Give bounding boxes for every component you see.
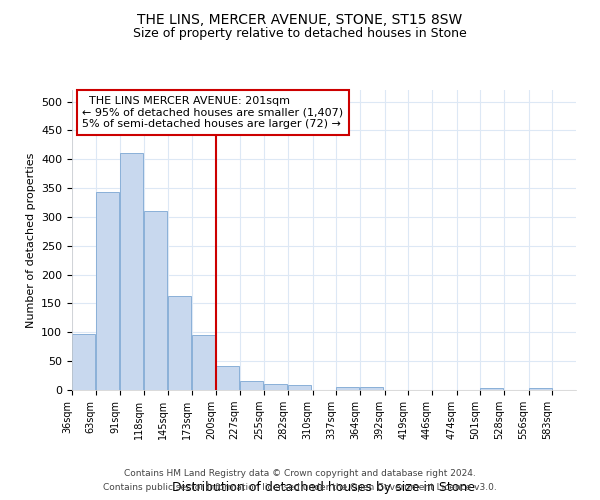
Text: THE LINS, MERCER AVENUE, STONE, ST15 8SW: THE LINS, MERCER AVENUE, STONE, ST15 8SW: [137, 12, 463, 26]
Bar: [168, 296, 191, 390]
Bar: [336, 387, 359, 390]
Text: Contains HM Land Registry data © Crown copyright and database right 2024.: Contains HM Land Registry data © Crown c…: [124, 468, 476, 477]
Bar: [96, 192, 119, 390]
Bar: [216, 366, 239, 390]
Text: Contains public sector information licensed under the Open Government Licence v3: Contains public sector information licen…: [103, 484, 497, 492]
X-axis label: Distribution of detached houses by size in Stone: Distribution of detached houses by size …: [173, 481, 476, 494]
Bar: [240, 381, 263, 390]
Bar: [360, 386, 383, 390]
Bar: [72, 334, 95, 390]
Bar: [264, 384, 287, 390]
Y-axis label: Number of detached properties: Number of detached properties: [26, 152, 35, 328]
Bar: [529, 388, 551, 390]
Bar: [288, 386, 311, 390]
Text: THE LINS MERCER AVENUE: 201sqm  
← 95% of detached houses are smaller (1,407)
5%: THE LINS MERCER AVENUE: 201sqm ← 95% of …: [82, 96, 343, 129]
Bar: [120, 153, 143, 390]
Text: Size of property relative to detached houses in Stone: Size of property relative to detached ho…: [133, 28, 467, 40]
Bar: [192, 335, 215, 390]
Bar: [480, 388, 503, 390]
Bar: [144, 210, 167, 390]
